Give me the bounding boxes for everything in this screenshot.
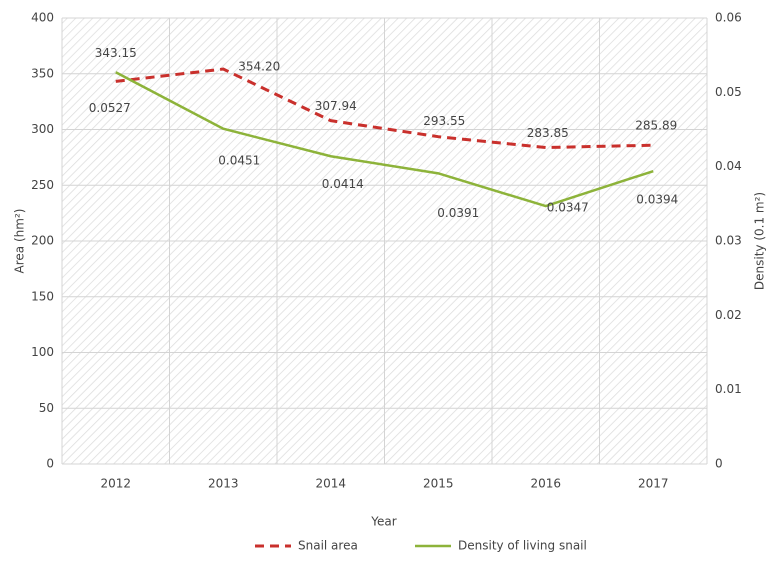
- data-label: 0.0347: [547, 201, 589, 215]
- y2-tick-label: 0.02: [715, 308, 742, 322]
- data-label: 0.0394: [636, 193, 678, 207]
- y2-tick-label: 0.06: [715, 11, 742, 25]
- x-tick-label: 2017: [638, 477, 669, 491]
- x-tick-label: 2016: [530, 477, 561, 491]
- y-tick-label: 400: [31, 11, 54, 25]
- y-axis-label: Area (hm²): [13, 209, 27, 274]
- legend-label: Snail area: [298, 539, 358, 553]
- y-tick-label: 350: [31, 66, 54, 80]
- data-label: 354.20: [238, 60, 280, 74]
- data-label: 283.85: [527, 126, 569, 140]
- y-tick-label: 50: [39, 401, 54, 415]
- y2-axis-label: Density (0.1 m²): [753, 192, 767, 290]
- y-tick-label: 0: [46, 457, 54, 471]
- series-line: [115, 67, 654, 150]
- x-axis-label: Year: [370, 515, 396, 529]
- x-tick-label: 2013: [208, 477, 239, 491]
- data-label: 0.0451: [218, 153, 260, 167]
- data-label: 0.0414: [322, 177, 364, 191]
- series-line: [115, 71, 654, 208]
- x-tick-label: 2015: [423, 477, 454, 491]
- data-label: 285.89: [635, 119, 677, 133]
- y-tick-label: 100: [31, 345, 54, 359]
- y2-tick-label: 0: [715, 457, 723, 471]
- data-label: 0.0527: [89, 101, 131, 115]
- y2-tick-label: 0.03: [715, 234, 742, 248]
- y-tick-label: 150: [31, 289, 54, 303]
- x-tick-label: 2012: [100, 477, 131, 491]
- y-tick-label: 250: [31, 178, 54, 192]
- y2-tick-label: 0.01: [715, 382, 742, 396]
- data-label: 293.55: [423, 114, 465, 128]
- y-tick-label: 200: [31, 234, 54, 248]
- x-tick-label: 2014: [315, 477, 346, 491]
- legend-label: Density of living snail: [458, 539, 587, 553]
- data-label: 307.94: [315, 99, 357, 113]
- y2-tick-label: 0.05: [715, 85, 742, 99]
- data-label: 0.0391: [437, 206, 479, 220]
- data-label: 343.15: [95, 46, 137, 60]
- y2-tick-label: 0.04: [715, 159, 742, 173]
- y-tick-label: 300: [31, 122, 54, 136]
